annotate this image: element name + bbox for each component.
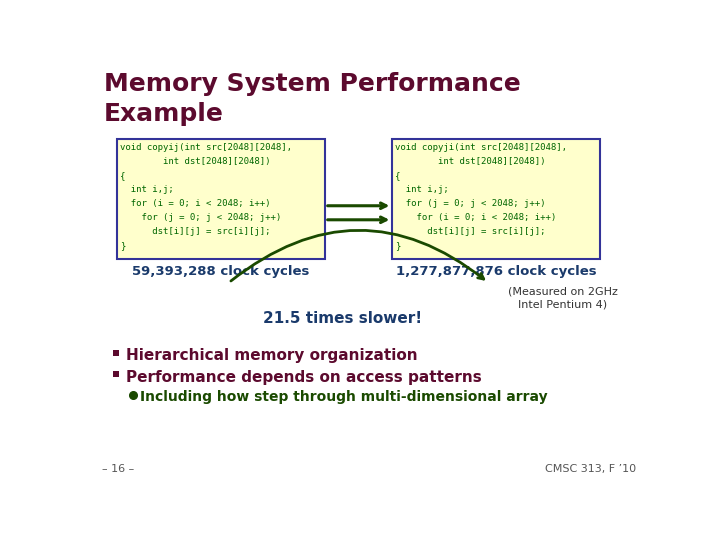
Text: {: {	[395, 171, 401, 180]
Text: CMSC 313, F ’10: CMSC 313, F ’10	[545, 464, 636, 475]
Text: {: {	[120, 171, 125, 180]
Text: Performance depends on access patterns: Performance depends on access patterns	[126, 370, 482, 384]
Text: for (j = 0; j < 2048; j++): for (j = 0; j < 2048; j++)	[120, 213, 282, 222]
Text: Memory System Performance: Memory System Performance	[104, 72, 521, 97]
Text: 21.5 times slower!: 21.5 times slower!	[264, 311, 423, 326]
Text: Including how step through multi-dimensional array: Including how step through multi-dimensi…	[140, 390, 547, 404]
Bar	[113, 372, 120, 377]
Text: int dst[2048][2048]): int dst[2048][2048])	[120, 157, 271, 166]
Text: for (j = 0; j < 2048; j++): for (j = 0; j < 2048; j++)	[395, 199, 546, 208]
FancyBboxPatch shape	[392, 139, 600, 259]
Text: int dst[2048][2048]): int dst[2048][2048])	[395, 157, 546, 166]
Text: Example: Example	[104, 102, 224, 126]
Text: }: }	[395, 241, 401, 250]
FancyBboxPatch shape	[117, 139, 325, 259]
Text: int i,j;: int i,j;	[120, 185, 174, 194]
Text: 59,393,288 clock cycles: 59,393,288 clock cycles	[132, 265, 310, 278]
Text: for (i = 0; i < 2048; i++): for (i = 0; i < 2048; i++)	[395, 213, 557, 222]
Text: 1,277,877,876 clock cycles: 1,277,877,876 clock cycles	[396, 265, 596, 278]
Text: void copyji(int src[2048][2048],: void copyji(int src[2048][2048],	[395, 143, 567, 152]
Text: }: }	[120, 241, 125, 250]
Text: for (i = 0; i < 2048; i++): for (i = 0; i < 2048; i++)	[120, 199, 271, 208]
Text: – 16 –: – 16 –	[102, 464, 134, 475]
Text: (Measured on 2GHz
Intel Pentium 4): (Measured on 2GHz Intel Pentium 4)	[508, 287, 618, 310]
Text: void copyij(int src[2048][2048],: void copyij(int src[2048][2048],	[120, 143, 292, 152]
Text: Hierarchical memory organization: Hierarchical memory organization	[126, 348, 418, 363]
Text: dst[i][j] = src[i][j];: dst[i][j] = src[i][j];	[120, 227, 271, 236]
Bar	[113, 350, 120, 356]
Text: dst[i][j] = src[i][j];: dst[i][j] = src[i][j];	[395, 227, 546, 236]
Text: int i,j;: int i,j;	[395, 185, 449, 194]
